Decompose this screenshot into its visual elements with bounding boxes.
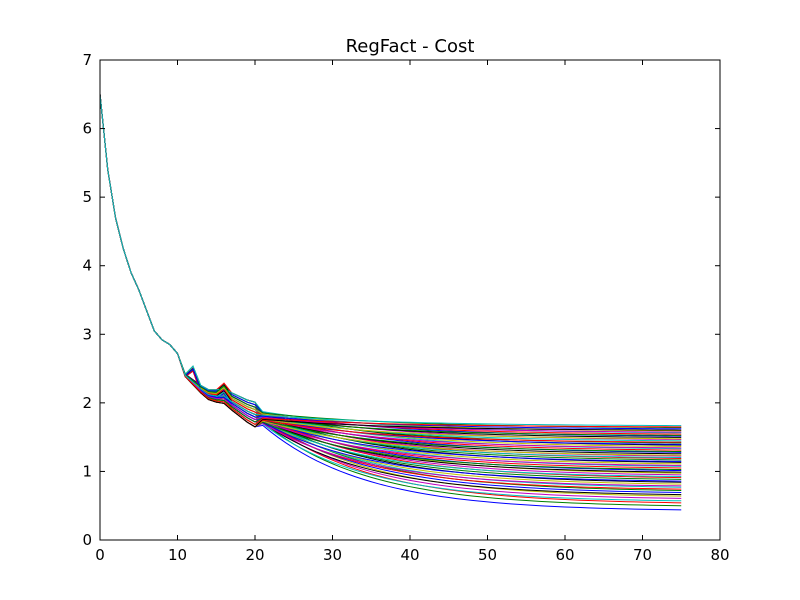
x-tick-label: 50 xyxy=(478,546,497,564)
x-tick-label: 60 xyxy=(555,546,574,564)
y-tick-label: 7 xyxy=(82,51,92,69)
plot-frame xyxy=(99,59,721,541)
y-tick-label: 5 xyxy=(82,188,92,206)
series-line xyxy=(99,94,682,427)
y-tick-labels: 0 1 2 3 4 5 6 7 xyxy=(82,51,92,549)
y-tick-label: 0 xyxy=(82,531,92,549)
series-line xyxy=(99,94,682,428)
y-tick-label: 4 xyxy=(82,257,92,275)
x-tick-label: 10 xyxy=(168,546,187,564)
x-tick-label: 70 xyxy=(633,546,652,564)
chart-title: RegFact - Cost xyxy=(346,36,475,57)
series-line xyxy=(99,94,682,443)
x-tick-label: 0 xyxy=(95,546,105,564)
series-group xyxy=(99,94,682,511)
y-tick-label: 1 xyxy=(82,462,92,480)
tick-group xyxy=(99,59,721,541)
x-tick-label: 40 xyxy=(400,546,419,564)
y-tick-label: 2 xyxy=(82,394,92,412)
y-tick-label: 6 xyxy=(82,120,92,138)
x-tick-label: 80 xyxy=(710,546,729,564)
y-tick-label: 3 xyxy=(82,325,92,343)
x-tick-label: 30 xyxy=(323,546,342,564)
x-tick-labels: 0 10 20 30 40 50 60 70 80 xyxy=(95,546,729,564)
x-tick-label: 20 xyxy=(245,546,264,564)
